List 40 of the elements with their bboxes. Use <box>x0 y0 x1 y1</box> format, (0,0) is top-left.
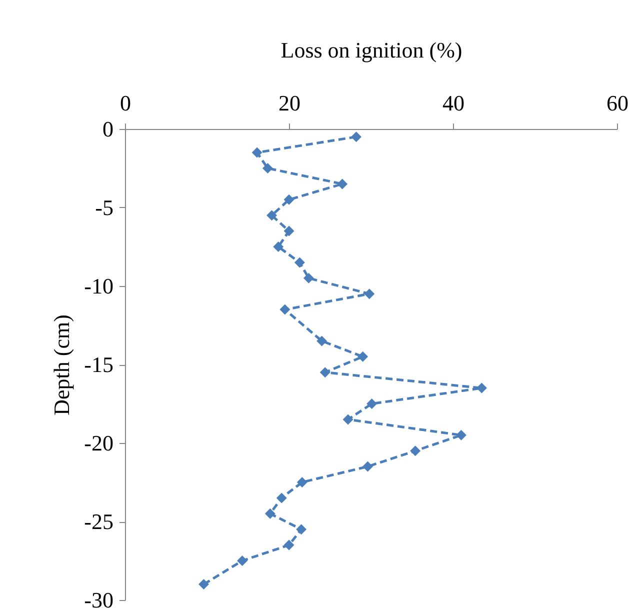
point <box>296 477 308 488</box>
point <box>342 414 354 425</box>
point <box>316 336 328 346</box>
point <box>276 492 287 504</box>
point <box>284 540 294 550</box>
point <box>252 147 262 158</box>
x-tick-label: 20 <box>278 90 300 116</box>
point <box>284 194 294 205</box>
point <box>273 242 284 252</box>
point <box>296 524 307 535</box>
point <box>320 367 330 378</box>
y-tick-label: -5 <box>95 195 114 220</box>
point <box>284 226 294 236</box>
y-tick-label: 0 <box>102 116 114 142</box>
point <box>364 288 375 300</box>
point <box>366 398 378 409</box>
point <box>264 508 276 519</box>
y-tick-label: -25 <box>84 509 114 534</box>
point <box>410 446 421 456</box>
point <box>350 132 362 142</box>
x-tick-label: 40 <box>442 90 464 116</box>
point <box>337 178 348 190</box>
point <box>456 430 466 440</box>
x-tick-label: 0 <box>120 90 131 116</box>
point <box>237 556 248 566</box>
point <box>280 304 290 315</box>
point <box>294 257 305 268</box>
point <box>358 351 368 362</box>
y-axis-title: Depth (cm) <box>49 314 74 416</box>
y-tick-label: -20 <box>84 430 114 456</box>
point <box>198 579 209 590</box>
point <box>362 461 373 472</box>
point <box>303 272 314 284</box>
x-tick-label: 60 <box>606 90 628 116</box>
point <box>262 163 273 174</box>
point <box>266 210 278 221</box>
y-tick-label: -30 <box>84 588 114 612</box>
x-axis-title: Loss on ignition (%) <box>280 38 462 62</box>
y-tick-label: -10 <box>84 274 114 298</box>
y-tick-label: -15 <box>84 352 114 377</box>
